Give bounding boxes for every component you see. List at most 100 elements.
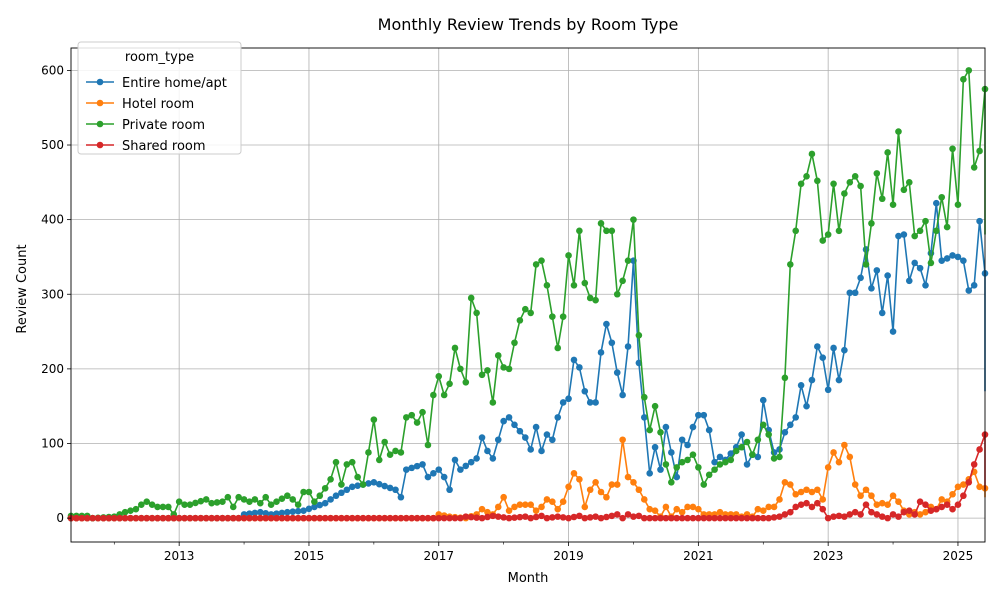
data-point (478, 514, 486, 522)
data-point (522, 305, 529, 313)
data-point (846, 179, 854, 186)
data-point (419, 461, 426, 468)
data-point (711, 458, 718, 466)
data-point (976, 483, 983, 491)
data-point (138, 514, 145, 522)
y-tick-label: 0 (56, 511, 64, 525)
data-point (532, 507, 540, 514)
data-point (559, 498, 567, 506)
series-shared-room (67, 431, 989, 522)
data-point (808, 150, 816, 158)
data-point (554, 414, 562, 421)
data-point (576, 476, 583, 483)
data-point (110, 514, 118, 522)
data-point (787, 421, 794, 429)
data-point (705, 426, 713, 434)
data-point (787, 508, 794, 516)
data-point (532, 423, 540, 431)
data-point (338, 481, 345, 488)
data-point (267, 514, 275, 522)
data-point (938, 193, 946, 201)
data-point (613, 369, 621, 376)
y-tick-label: 100 (41, 436, 64, 450)
data-point (154, 503, 161, 511)
data-point (343, 461, 351, 468)
y-tick-label: 300 (41, 287, 64, 301)
data-point (576, 364, 583, 371)
data-point (922, 282, 929, 289)
data-point (689, 503, 697, 511)
data-point (797, 180, 805, 188)
data-point (792, 490, 800, 498)
data-point (949, 490, 956, 498)
data-point (294, 514, 302, 522)
data-point (613, 481, 621, 488)
data-point (949, 252, 956, 259)
data-point (570, 356, 578, 364)
data-point (841, 513, 848, 520)
data-point (759, 421, 767, 429)
data-point (597, 220, 605, 227)
data-point (630, 479, 637, 486)
data-point (743, 438, 751, 446)
data-point (494, 436, 502, 444)
data-point (857, 511, 864, 518)
data-point (792, 227, 800, 235)
data-point (586, 399, 594, 406)
data-point (646, 505, 653, 513)
data-point (722, 458, 729, 466)
data-point (165, 503, 172, 511)
data-point (895, 498, 902, 506)
data-point (381, 438, 388, 446)
data-point (651, 443, 659, 451)
data-point (430, 470, 437, 477)
data-point (343, 514, 351, 522)
data-point (884, 501, 891, 508)
data-point (651, 402, 659, 410)
data-point (348, 483, 356, 491)
data-point (202, 514, 210, 522)
data-point (430, 391, 437, 399)
data-point (419, 408, 426, 416)
data-point (814, 177, 821, 185)
data-point (403, 414, 410, 421)
data-point (527, 514, 534, 522)
data-point (246, 498, 253, 506)
data-point (565, 514, 572, 522)
data-point (922, 217, 929, 225)
x-tick-label: 2023 (813, 549, 844, 563)
data-point (83, 514, 91, 522)
data-point (781, 374, 789, 382)
data-point (592, 513, 599, 520)
x-tick-label: 2017 (423, 549, 454, 563)
data-point (424, 514, 432, 522)
data-point (365, 514, 372, 522)
data-point (878, 309, 886, 317)
data-point (165, 514, 172, 522)
data-point (256, 514, 264, 522)
data-point (419, 514, 426, 522)
data-point (916, 264, 924, 272)
data-point (316, 501, 324, 509)
data-point (776, 453, 783, 461)
data-point (695, 464, 702, 471)
data-point (256, 499, 264, 507)
data-point (765, 431, 772, 438)
data-point (889, 328, 897, 335)
data-point (192, 499, 199, 507)
data-point (467, 294, 475, 302)
data-point (170, 514, 178, 522)
data-point (284, 508, 291, 516)
data-point (581, 503, 589, 511)
data-point (835, 512, 843, 520)
data-point (570, 282, 578, 289)
data-point (121, 508, 129, 516)
data-point (916, 227, 924, 235)
data-point (208, 514, 215, 522)
data-point (457, 365, 464, 373)
data-point (673, 464, 681, 471)
data-point (911, 511, 918, 518)
data-point (954, 201, 962, 209)
data-point (511, 421, 518, 429)
data-point (797, 501, 805, 508)
